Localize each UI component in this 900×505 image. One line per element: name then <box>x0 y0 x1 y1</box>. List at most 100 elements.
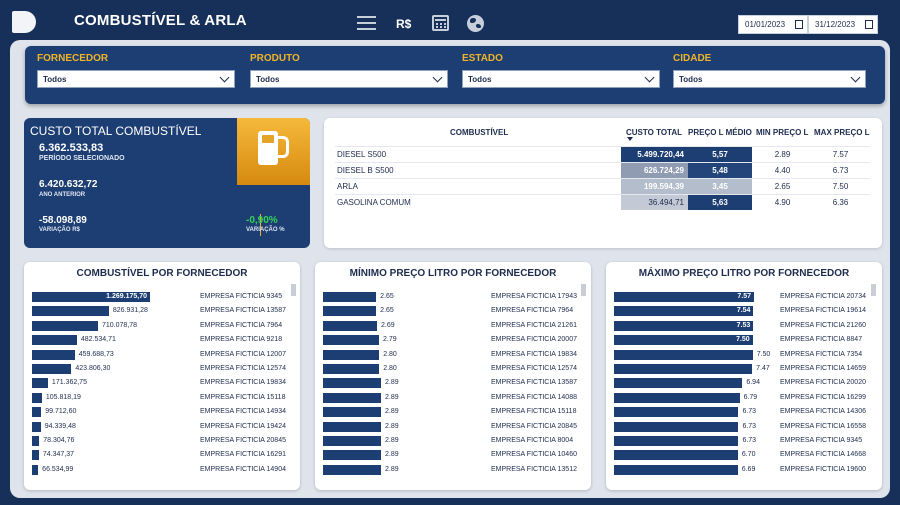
bar-row[interactable]: 1.269.175,70 EMPRESA FICTICIA 9345 <box>32 290 292 304</box>
bar-row[interactable]: 2.65 EMPRESA FICTICIA 17943 <box>323 290 583 304</box>
bar[interactable] <box>614 407 739 418</box>
bar-row[interactable]: 6.79 EMPRESA FICTICIA 16299 <box>614 391 874 405</box>
bar[interactable] <box>32 349 75 360</box>
table-row[interactable]: GASOLINA COMUM 36.494,71 5,63 4.90 6.36 <box>335 194 870 210</box>
table-row[interactable]: ARLA 199.594,39 3,45 2.65 7.50 <box>335 178 870 194</box>
scrollbar[interactable] <box>291 284 296 296</box>
bar-row[interactable]: 78.304,76 EMPRESA FICTICIA 20845 <box>32 434 292 448</box>
menu-icon[interactable] <box>357 16 376 30</box>
bar[interactable] <box>32 464 39 475</box>
fornecedor-select[interactable]: Todos <box>37 70 235 88</box>
cidade-select[interactable]: Todos <box>673 70 866 88</box>
bar[interactable] <box>323 320 377 331</box>
bar[interactable] <box>323 436 381 446</box>
bar-row[interactable]: 6.73 EMPRESA FICTICIA 9345 <box>614 434 874 448</box>
bar-row[interactable]: 459.688,73 EMPRESA FICTICIA 12007 <box>32 348 292 362</box>
bar[interactable] <box>614 349 753 360</box>
currency-button[interactable]: R$ <box>396 17 412 31</box>
bar[interactable] <box>323 335 379 346</box>
bar-row[interactable]: 2.89 EMPRESA FICTICIA 8004 <box>323 434 583 448</box>
bar-row[interactable]: 6.70 EMPRESA FICTICIA 14668 <box>614 448 874 462</box>
bar-row[interactable]: 2.89 EMPRESA FICTICIA 10460 <box>323 448 583 462</box>
column-header-preco-medio[interactable]: PREÇO L MÉDIO <box>688 128 752 137</box>
column-header-min-preco[interactable]: MIN PREÇO L <box>756 128 809 137</box>
bar-row[interactable]: 6.69 EMPRESA FICTICIA 19600 <box>614 463 874 477</box>
bar[interactable] <box>323 392 381 403</box>
bar[interactable] <box>614 464 738 475</box>
scrollbar[interactable] <box>581 284 586 296</box>
bar[interactable] <box>32 292 150 302</box>
bar-row[interactable]: 7.57 EMPRESA FICTICIA 20734 <box>614 290 874 304</box>
produto-select[interactable]: Todos <box>250 70 448 88</box>
bar[interactable] <box>614 378 743 389</box>
bar-row[interactable]: 171.362,75 EMPRESA FICTICIA 19834 <box>32 376 292 390</box>
bar[interactable] <box>614 421 739 432</box>
bar-row[interactable]: 94.339,48 EMPRESA FICTICIA 19424 <box>32 420 292 434</box>
bar[interactable] <box>614 436 739 446</box>
bar-row[interactable]: 2.89 EMPRESA FICTICIA 15118 <box>323 405 583 419</box>
bar-row[interactable]: 7.53 EMPRESA FICTICIA 21260 <box>614 319 874 333</box>
bar-row[interactable]: 6.73 EMPRESA FICTICIA 16558 <box>614 420 874 434</box>
bar-row[interactable]: 423.806,30 EMPRESA FICTICIA 12574 <box>32 362 292 376</box>
date-start-input[interactable]: 01/01/2023 <box>738 15 808 34</box>
bar[interactable] <box>32 407 42 418</box>
calendar-icon[interactable] <box>432 15 449 31</box>
bar[interactable] <box>614 292 754 302</box>
column-header-custo-total[interactable]: CUSTO TOTAL <box>626 128 682 137</box>
bar-row[interactable]: 7.54 EMPRESA FICTICIA 19614 <box>614 304 874 318</box>
bar[interactable] <box>323 364 380 374</box>
bar[interactable] <box>32 392 42 403</box>
bar[interactable] <box>323 464 381 475</box>
bar[interactable] <box>323 421 381 432</box>
bar[interactable] <box>32 450 39 461</box>
estado-select[interactable]: Todos <box>462 70 660 88</box>
bar[interactable] <box>32 320 99 331</box>
bar[interactable] <box>323 407 381 418</box>
bar[interactable] <box>32 364 72 374</box>
bar[interactable] <box>32 306 109 317</box>
bar-row[interactable]: 6.94 EMPRESA FICTICIA 20020 <box>614 376 874 390</box>
bar-row[interactable]: 74.347,37 EMPRESA FICTICIA 16291 <box>32 448 292 462</box>
bar[interactable] <box>32 335 77 346</box>
bar-row[interactable]: 6.73 EMPRESA FICTICIA 14306 <box>614 405 874 419</box>
bar-row[interactable]: 2.79 EMPRESA FICTICIA 20007 <box>323 333 583 347</box>
bar[interactable] <box>32 378 48 389</box>
bar-row[interactable]: 482.534,71 EMPRESA FICTICIA 9218 <box>32 333 292 347</box>
bar-row[interactable]: 7.47 EMPRESA FICTICIA 14659 <box>614 362 874 376</box>
bar-row[interactable]: 2.89 EMPRESA FICTICIA 13512 <box>323 463 583 477</box>
bar-row[interactable]: 2.80 EMPRESA FICTICIA 12574 <box>323 362 583 376</box>
bar-row[interactable]: 826.931,28 EMPRESA FICTICIA 13587 <box>32 304 292 318</box>
bar[interactable] <box>614 306 754 317</box>
bar-row[interactable]: 7.50 EMPRESA FICTICIA 8847 <box>614 333 874 347</box>
bar-row[interactable]: 7.50 EMPRESA FICTICIA 7354 <box>614 348 874 362</box>
bar-row[interactable]: 2.89 EMPRESA FICTICIA 20845 <box>323 420 583 434</box>
bar-row[interactable]: 2.89 EMPRESA FICTICIA 14088 <box>323 391 583 405</box>
table-row[interactable]: DIESEL B S500 626.724,29 5,48 4.40 6.73 <box>335 162 870 178</box>
bar-row[interactable]: 99.712,60 EMPRESA FICTICIA 14934 <box>32 405 292 419</box>
bar-row[interactable]: 710.078,78 EMPRESA FICTICIA 7964 <box>32 319 292 333</box>
bar[interactable] <box>323 292 377 302</box>
bar-row[interactable]: 2.80 EMPRESA FICTICIA 19834 <box>323 348 583 362</box>
globe-icon[interactable] <box>467 15 484 32</box>
bar[interactable] <box>614 392 740 403</box>
bar[interactable] <box>32 421 41 432</box>
bar[interactable] <box>614 450 738 461</box>
column-header-combustivel[interactable]: COMBUSTÍVEL <box>450 128 509 137</box>
bar[interactable] <box>614 320 754 331</box>
bar-row[interactable]: 2.69 EMPRESA FICTICIA 21261 <box>323 319 583 333</box>
bar[interactable] <box>323 349 380 360</box>
bar-row[interactable]: 2.65 EMPRESA FICTICIA 7964 <box>323 304 583 318</box>
bar[interactable] <box>614 335 753 346</box>
bar-row[interactable]: 105.818,19 EMPRESA FICTICIA 15118 <box>32 391 292 405</box>
column-header-max-preco[interactable]: MAX PREÇO L <box>814 128 870 137</box>
bar-row[interactable]: 2.89 EMPRESA FICTICIA 13587 <box>323 376 583 390</box>
bar[interactable] <box>614 364 753 374</box>
bar-row[interactable]: 66.534,99 EMPRESA FICTICIA 14904 <box>32 463 292 477</box>
bar[interactable] <box>323 306 377 317</box>
scrollbar[interactable] <box>871 284 876 296</box>
table-row[interactable]: DIESEL S500 5.499.720,44 5,57 2.89 7.57 <box>335 146 870 162</box>
bar[interactable] <box>323 450 381 461</box>
bar[interactable] <box>32 436 40 446</box>
bar[interactable] <box>323 378 381 389</box>
date-end-input[interactable]: 31/12/2023 <box>808 15 878 34</box>
